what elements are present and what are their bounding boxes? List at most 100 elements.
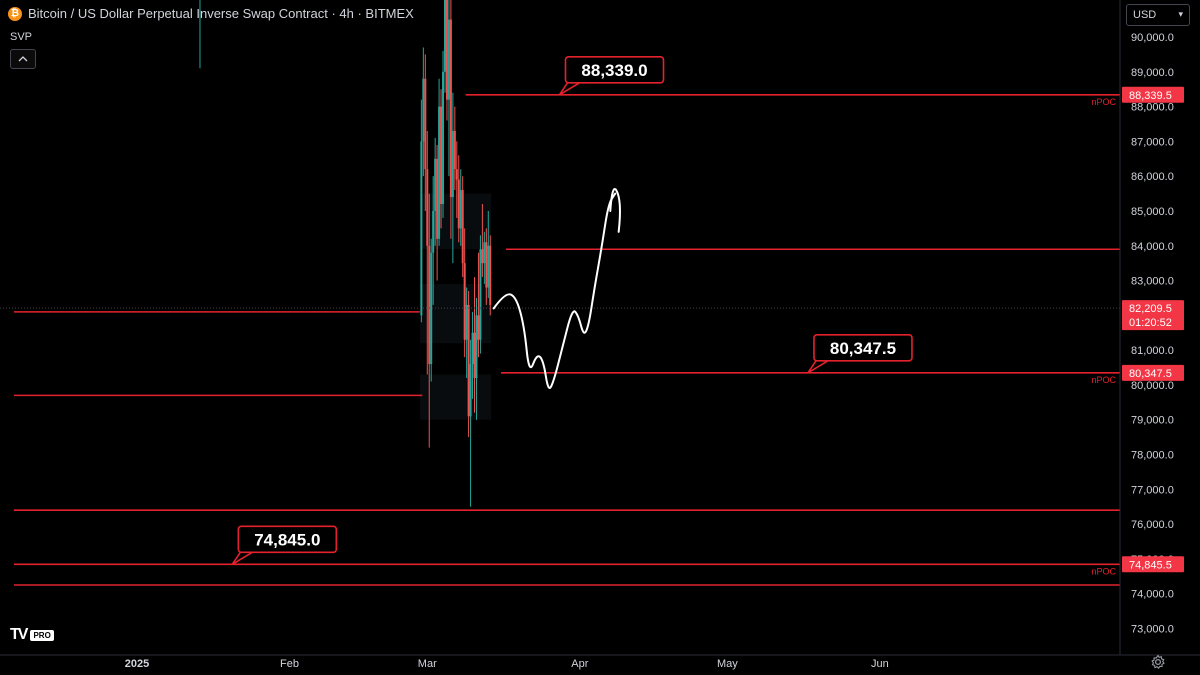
candle-body[interactable] — [469, 364, 472, 417]
countdown-label: 01:20:52 — [1129, 317, 1172, 329]
candle-body[interactable] — [477, 315, 480, 340]
indicator-label-svp[interactable]: SVP — [10, 31, 33, 43]
price-axis-level-badge — [1122, 364, 1184, 381]
price-tick-label: 84,000.0 — [1131, 241, 1174, 253]
price-tick-label: 73,000.0 — [1131, 624, 1174, 636]
projection-arrowhead — [609, 188, 621, 233]
current-price-badge — [1122, 300, 1184, 331]
level-tag-label: 80,347.5 — [830, 339, 896, 358]
candle-body[interactable] — [467, 304, 470, 417]
price-tick-label: 79,000.0 — [1131, 415, 1174, 427]
level-tag-pointer — [558, 82, 580, 96]
candle-body[interactable] — [471, 332, 474, 365]
price-tick-label: 88,000.0 — [1131, 102, 1174, 114]
level-tag-box[interactable] — [564, 55, 665, 84]
gear-icon[interactable] — [1150, 654, 1166, 670]
volume-profile-box — [419, 374, 492, 420]
projection-path[interactable] — [492, 192, 617, 389]
level-tag-box[interactable] — [237, 525, 338, 554]
price-tick-label: 83,000.0 — [1131, 276, 1174, 288]
symbol-title: Bitcoin / US Dollar Perpetual Inverse Sw… — [28, 6, 414, 21]
candle-body[interactable] — [483, 242, 486, 264]
candle-body[interactable] — [424, 78, 427, 170]
level-tag-pointer — [231, 551, 253, 565]
candle-body[interactable] — [489, 245, 492, 305]
price-tick-label: 81,000.0 — [1131, 345, 1174, 357]
chart-title-row[interactable]: ₿ Bitcoin / US Dollar Perpetual Inverse … — [8, 6, 414, 21]
candle-body[interactable] — [481, 249, 484, 264]
price-tick-label: 87,000.0 — [1131, 136, 1174, 148]
candle-body[interactable] — [442, 71, 445, 205]
candle-body[interactable] — [443, 0, 446, 72]
currency-value: USD — [1133, 9, 1157, 21]
price-axis-level-badge — [1122, 86, 1184, 103]
npoc-label: nPOC — [1091, 566, 1116, 576]
candle-body[interactable] — [487, 245, 490, 288]
candle-body[interactable] — [463, 263, 466, 340]
candle-body[interactable] — [428, 245, 431, 365]
time-tick-label: 2025 — [125, 658, 149, 670]
collapse-indicators-button[interactable] — [10, 49, 36, 69]
tradingview-logo-mark: TV — [10, 626, 29, 643]
price-tick-label: 86,000.0 — [1131, 171, 1174, 183]
candle-body[interactable] — [432, 210, 435, 253]
candle-body[interactable] — [465, 304, 468, 340]
time-tick-label: Feb — [280, 658, 299, 670]
time-tick-label: Mar — [418, 658, 437, 670]
time-tick-label: Apr — [571, 658, 588, 670]
candle-body[interactable] — [426, 169, 429, 246]
candle-body[interactable] — [420, 141, 423, 316]
candle-body[interactable] — [457, 179, 460, 229]
price-tick-label: 76,000.0 — [1131, 519, 1174, 531]
level-tags-layer: 88,339.0 80,347.5 74,845.0 — [231, 55, 913, 565]
candle-body[interactable] — [430, 252, 433, 365]
pro-badge: PRO — [30, 629, 54, 641]
chevron-up-icon — [18, 56, 28, 62]
price-tick-label: 85,000.0 — [1131, 206, 1174, 218]
candle-body[interactable] — [455, 169, 458, 180]
time-tick-label: Jun — [871, 658, 889, 670]
projection-drawing — [492, 188, 621, 389]
price-tick-label: 74,000.0 — [1131, 589, 1174, 601]
candle-body[interactable] — [449, 19, 452, 198]
candle-body[interactable] — [459, 190, 462, 229]
candle-body[interactable] — [451, 130, 454, 198]
candle-body[interactable] — [475, 315, 478, 378]
candle-body[interactable] — [434, 158, 437, 211]
currency-select[interactable]: USD ▾ — [1126, 4, 1190, 26]
candle-body[interactable] — [485, 242, 488, 288]
level-lines-layer: nPOC nPOC nPOC — [14, 93, 1120, 586]
candle-body[interactable] — [445, 0, 448, 100]
level-tag-pointer — [807, 360, 829, 374]
npoc-label: nPOC — [1091, 375, 1116, 385]
candle-body[interactable] — [473, 332, 476, 378]
candle-body[interactable] — [436, 158, 439, 239]
current-price-label: 82,209.5 — [1129, 303, 1172, 315]
time-tick-label: May — [717, 658, 738, 670]
candle-body[interactable] — [438, 106, 441, 239]
price-axis-level-label: 80,347.5 — [1129, 368, 1172, 380]
candles-layer — [199, 0, 492, 507]
price-tick-label: 78,000.0 — [1131, 450, 1174, 462]
level-tag-label: 74,845.0 — [254, 530, 320, 549]
price-axis-level-label: 88,339.5 — [1129, 90, 1172, 102]
price-axis-level-badge — [1122, 556, 1184, 573]
candle-body[interactable] — [422, 78, 425, 142]
level-tag-box[interactable] — [813, 334, 913, 362]
price-axis-level-label: 74,845.5 — [1129, 559, 1172, 571]
candle-body[interactable] — [447, 19, 450, 100]
candle-body[interactable] — [440, 106, 443, 205]
price-tick-label: 77,000.0 — [1131, 484, 1174, 496]
tradingview-logo[interactable]: TV PRO — [10, 626, 54, 644]
volume-profile-box — [419, 193, 492, 250]
price-axis: 73,000.074,000.075,000.076,000.077,000.0… — [1119, 0, 1200, 675]
level-tag-label: 88,339.0 — [581, 61, 647, 80]
npoc-label: nPOC — [1091, 97, 1116, 107]
price-tick-label: 80,000.0 — [1131, 380, 1174, 392]
candle-body[interactable] — [453, 130, 456, 170]
time-axis: 2025 Feb Mar Apr May Jun — [0, 654, 1200, 670]
candle-body[interactable] — [461, 190, 464, 264]
candle-body[interactable] — [479, 249, 482, 340]
price-tick-label: 89,000.0 — [1131, 67, 1174, 79]
